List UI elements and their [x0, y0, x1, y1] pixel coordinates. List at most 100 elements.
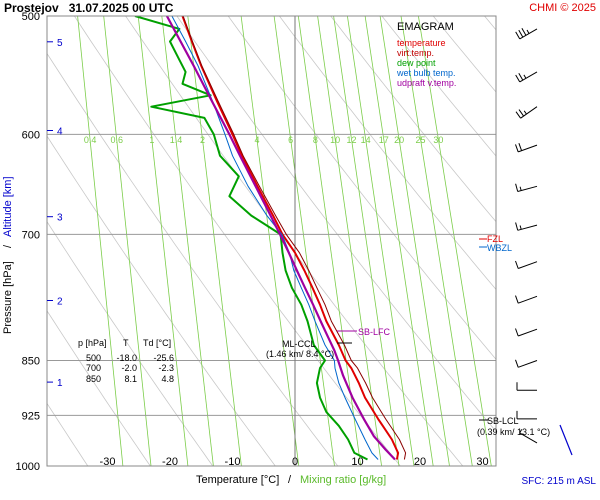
legend-title: EMAGRAM	[397, 21, 454, 33]
mixing-ratio-line	[347, 16, 415, 466]
mixing-ratio-label: 2	[200, 135, 205, 145]
y-axis-pressure-label: Pressure [hPa]	[2, 261, 14, 334]
dry-adiabat-line	[381, 16, 496, 157]
dry-adiabat-line	[279, 16, 496, 291]
wind-barb-staff	[519, 432, 538, 444]
table-row-td: -25.6	[153, 353, 174, 363]
pressure-tick-label: 700	[22, 229, 40, 241]
pressure-tick-label: 500	[22, 11, 40, 23]
wind-barb-half-flag	[523, 74, 527, 79]
mixing-ratio-label: 1	[149, 135, 154, 145]
mixing-ratio-line	[103, 16, 152, 466]
y-axis-separator: /	[2, 244, 14, 248]
series-wet-bulb-temp	[171, 16, 379, 460]
temperature-tick-label: -20	[162, 456, 178, 468]
y-axis-title: Pressure [hPa] / Altitude [km]	[2, 176, 14, 334]
wind-barb-staff	[518, 328, 538, 337]
altitude-tick-label: 4	[57, 127, 63, 138]
sb-lcl-label: SB-LCL	[487, 416, 519, 426]
wind-barb-flag	[515, 74, 521, 83]
mixing-ratio-label: 1.4	[170, 135, 183, 145]
wind-barb-flag	[515, 31, 521, 40]
mixing-ratio-label: 8	[313, 135, 318, 145]
ml-ccl-label: ML-CCL	[282, 339, 316, 349]
table-header-td: Td [°C]	[143, 338, 171, 348]
mixing-ratio-line	[400, 16, 473, 466]
y-axis-altitude-label: Altitude [km]	[2, 176, 14, 237]
wind-barb	[515, 106, 538, 119]
credit: CHMI © 2025	[529, 2, 596, 14]
wind-barbs	[515, 28, 538, 444]
pressure-tick-label: 1000	[16, 461, 40, 473]
legend-wet-bulb: wet bulb temp.	[396, 68, 456, 78]
wind-barb	[515, 359, 538, 368]
legend: EMAGRAM temperature virt.temp. dew point…	[396, 21, 456, 88]
altitude-tick-label: 3	[57, 213, 63, 224]
ml-ccl-values: (1.46 km/ 8.4 °C)	[266, 349, 334, 359]
temperature-tick-label: 0	[292, 456, 298, 468]
pressure-grid	[47, 133, 496, 416]
table-row-p: 700	[86, 363, 101, 373]
wind-barb-half-flag	[519, 225, 522, 230]
wind-barb	[515, 222, 538, 231]
mixing-ratio-label: 20	[394, 135, 404, 145]
wbzl-label: WBZL	[487, 243, 512, 253]
legend-updraft: udpraft v.temp.	[397, 78, 456, 88]
wind-barb-staff	[519, 71, 538, 83]
table-row-t: 8.1	[124, 374, 137, 384]
annotations: SB-LFC ML-CCL (1.46 km/ 8.4 °C) SB-LCL (…	[266, 234, 550, 437]
dry-adiabat-line	[47, 220, 214, 466]
altitude-tick-label: 1	[57, 378, 63, 389]
wind-barb-half-flag	[519, 429, 523, 434]
mixing-ratio-label: 17	[379, 135, 389, 145]
mixing-ratio-label: 30	[433, 135, 443, 145]
pressure-tick-label: 600	[22, 129, 40, 141]
legend-dew-point: dew point	[397, 58, 436, 68]
dry-adiabat-line	[47, 402, 89, 466]
wind-barb	[515, 260, 538, 269]
wind-barb-flag	[521, 28, 527, 36]
fzl-label: FZL	[487, 234, 503, 244]
mixing-ratio-line	[161, 16, 214, 466]
table-header-t: T	[123, 338, 129, 348]
wind-barb	[519, 429, 538, 444]
temperature-tick-label: 20	[414, 456, 426, 468]
sb-lcl-values: (0.39 km/ 13.1 °C)	[477, 427, 550, 437]
wind-barb-flag	[515, 183, 519, 192]
mixing-ratio-label: 4	[254, 135, 259, 145]
table-row-td: 4.8	[161, 374, 174, 384]
mixing-ratio-line	[364, 16, 434, 466]
chart-title: Prostejov 31.07.2025 00 UTC	[4, 1, 174, 15]
table-row-p: 850	[86, 374, 101, 384]
dry-adiabat-line	[74, 16, 401, 466]
pressure-tick-label: 925	[22, 410, 40, 422]
temperature-tick-label: 10	[351, 456, 363, 468]
wind-barb-half-flag	[523, 110, 527, 115]
wind-barb	[515, 183, 538, 192]
surface-elevation: SFC: 215 m ASL	[522, 476, 597, 487]
mixing-ratio-line	[187, 16, 242, 466]
wind-barb-flag	[515, 144, 519, 153]
series-virt-temp	[182, 16, 407, 460]
mixing-ratio-lines	[77, 16, 492, 466]
wind-barb-half-flag	[526, 29, 530, 34]
mixing-ratio-label: 14	[361, 135, 371, 145]
mixing-ratio-labels: 0.4 0.6 1 1.4 2 4 6 8 10 12 14 17 20 25 30	[84, 135, 444, 145]
wind-barb-flag	[518, 29, 524, 38]
mixing-ratio-label: 6	[288, 135, 293, 145]
values-table: p [hPa] T Td [°C] 500 -18.0 -25.6 700 -2…	[78, 338, 174, 384]
wind-barb-staff	[518, 360, 538, 368]
wind-barb	[515, 143, 538, 153]
table-header-p: p [hPa]	[78, 338, 107, 348]
x-axis-mix-label: Mixing ratio [g/kg]	[300, 474, 386, 486]
series-udpraft-v-temp	[165, 16, 396, 461]
dry-adiabat-line	[227, 16, 496, 360]
pressure-tick-labels: 500 600 700 850 925 1000	[16, 11, 40, 473]
temperature-tick-labels: -30 -20 -10 0 10 20 30	[100, 456, 489, 468]
mixing-ratio-line	[137, 16, 189, 466]
wind-barb-flag	[515, 328, 519, 337]
table-row-p: 500	[86, 353, 101, 363]
pressure-tick-label: 850	[22, 356, 40, 368]
mixing-ratio-line	[379, 16, 450, 466]
